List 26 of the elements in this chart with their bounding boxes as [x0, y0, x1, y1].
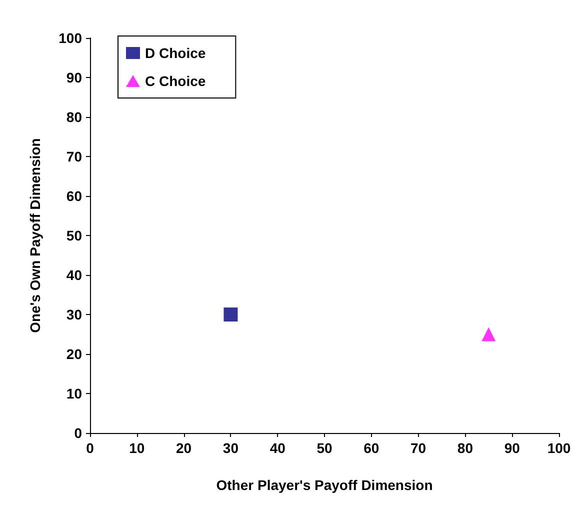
x-tick-label: 10 [129, 440, 145, 456]
y-tick-label: 10 [66, 386, 82, 402]
x-tick-label: 70 [410, 440, 426, 456]
y-axis-title: One's Own Payoff Dimension [27, 138, 43, 333]
y-tick-label: 90 [66, 70, 82, 86]
x-tick-label: 80 [457, 440, 474, 456]
x-tick-label: 30 [222, 440, 239, 456]
legend-label: C Choice [145, 73, 206, 89]
y-tick-label: 40 [66, 267, 82, 283]
legend-label: D Choice [145, 45, 206, 61]
y-tick-label: 50 [66, 228, 82, 244]
y-tick-label: 70 [66, 148, 82, 164]
x-tick-label: 40 [270, 440, 286, 456]
x-tick-label: 60 [364, 440, 380, 456]
x-tick-label: 100 [547, 440, 571, 456]
y-tick-label: 20 [66, 346, 82, 362]
y-tick-label: 0 [74, 425, 82, 441]
x-tick-label: 50 [316, 440, 332, 456]
x-tick-label: 0 [86, 440, 94, 456]
y-tick-label: 60 [66, 188, 82, 204]
y-tick-label: 30 [66, 306, 82, 322]
x-tick-label: 20 [176, 440, 192, 456]
y-tick-label: 80 [66, 109, 82, 125]
y-tick-label: 100 [58, 30, 82, 46]
x-axis-title: Other Player's Payoff Dimension [216, 477, 433, 493]
x-tick-label: 90 [504, 440, 520, 456]
